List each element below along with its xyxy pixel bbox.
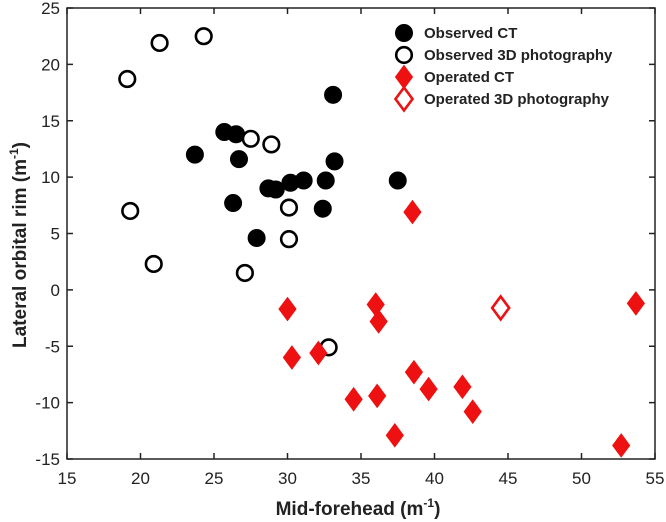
data-point-circle xyxy=(316,171,335,190)
y-axis-title-superscript: -1 xyxy=(7,148,21,159)
data-point-circle xyxy=(324,85,343,104)
data-point-circle xyxy=(194,27,213,46)
series-3 xyxy=(490,294,511,322)
data-point-diamond xyxy=(626,291,646,316)
data-point-circle xyxy=(294,171,313,190)
data-point-circle xyxy=(229,150,248,169)
data-point-circle xyxy=(144,254,163,274)
data-point-diamond xyxy=(403,199,422,225)
series-0 xyxy=(185,85,407,248)
x-tick-label: 55 xyxy=(646,469,665,488)
data-point-diamond xyxy=(366,292,385,317)
data-point-circle xyxy=(118,69,137,89)
plot-frame xyxy=(66,7,656,460)
data-point-circle xyxy=(313,199,332,218)
y-axis-title-end: ) xyxy=(10,142,31,148)
y-tick-label: -5 xyxy=(45,337,60,356)
x-tick-label: 45 xyxy=(499,469,518,488)
data-point-circle xyxy=(262,135,281,154)
x-tick-label: 25 xyxy=(205,469,224,488)
y-tick-label: 0 xyxy=(51,281,60,300)
x-axis-title-superscript: -1 xyxy=(423,496,434,510)
data-point-diamond xyxy=(404,359,424,385)
y-tick-label: 10 xyxy=(41,168,60,187)
legend-marker xyxy=(393,85,415,113)
data-point-diamond xyxy=(369,309,388,334)
x-tick-label: 40 xyxy=(425,469,444,488)
legend-label: Observed CT xyxy=(424,25,517,42)
data-point-circle xyxy=(247,229,266,248)
data-point-circle xyxy=(235,263,254,283)
x-tick-label: 30 xyxy=(278,469,297,488)
data-point-diamond xyxy=(278,296,297,322)
legend-label: Operated 3D photography xyxy=(424,91,610,108)
data-point-circle xyxy=(325,152,344,171)
x-tick-label: 15 xyxy=(58,469,77,488)
data-point-circle xyxy=(241,129,260,148)
data-point-diamond xyxy=(490,294,511,322)
x-axis-title-end: ) xyxy=(434,499,440,520)
svg-text:Lateral orbital rim (m-1): Lateral orbital rim (m-1) xyxy=(7,142,31,348)
legend-marker xyxy=(394,45,414,65)
data-point-diamond xyxy=(463,399,482,424)
x-axis-title-text: Mid-forehead (m xyxy=(276,499,424,520)
data-point-diamond xyxy=(453,374,472,400)
legend: Observed CT Observed 3D photography Operat… xyxy=(393,24,613,113)
y-tick-label: 15 xyxy=(41,112,60,131)
x-axis-title: Mid-forehead (m-1) xyxy=(276,496,441,520)
y-tick-label: 20 xyxy=(41,55,60,74)
y-axis-title: Lateral orbital rim (m-1) xyxy=(7,142,31,348)
x-tick-label: 20 xyxy=(131,469,150,488)
data-point-circle xyxy=(388,171,407,190)
y-tick-label: -15 xyxy=(35,450,60,469)
x-tick-label: 50 xyxy=(572,469,591,488)
legend-label: Observed 3D photography xyxy=(424,47,613,64)
legend-marker xyxy=(394,64,414,90)
series-1 xyxy=(118,27,338,357)
data-point-circle xyxy=(279,230,299,249)
data-point-circle xyxy=(121,201,140,221)
x-tick-label: 35 xyxy=(352,469,371,488)
series-2 xyxy=(278,199,646,458)
data-point-circle xyxy=(279,198,299,217)
y-tick-label: 25 xyxy=(41,0,60,18)
data-point-diamond xyxy=(368,383,387,409)
y-tick-label: 5 xyxy=(51,225,60,244)
data-point-diamond xyxy=(282,345,302,370)
data-point-diamond xyxy=(612,433,631,458)
y-tick-label: -10 xyxy=(35,394,60,413)
data-points xyxy=(118,27,646,458)
legend-marker xyxy=(395,24,413,42)
data-point-circle xyxy=(185,145,204,164)
data-point-circle xyxy=(266,180,285,199)
data-point-diamond xyxy=(344,386,363,412)
axes: 15 20 25 30 35 40 45 50 55 -15 -10 -5 0 5 10 15 20 25 xyxy=(35,0,664,488)
data-point-diamond xyxy=(419,376,438,402)
legend-label: Operated CT xyxy=(424,69,514,86)
data-point-diamond xyxy=(309,340,328,366)
data-point-circle xyxy=(224,194,243,213)
y-axis-title-text: Lateral orbital rim (m xyxy=(10,159,31,348)
data-point-circle xyxy=(150,33,169,53)
data-point-diamond xyxy=(385,422,404,448)
